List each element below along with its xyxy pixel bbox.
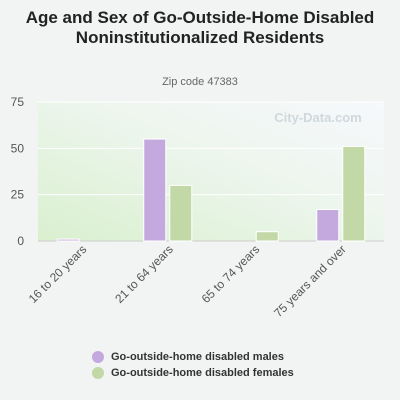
- legend: Go-outside-home disabled males Go-outsid…: [92, 349, 294, 381]
- y-tick-label: 50: [11, 141, 25, 155]
- bar-males-3[interactable]: [316, 208, 340, 242]
- x-tick-label: 65 to 74 years: [199, 242, 263, 306]
- bar-males-1[interactable]: [143, 138, 167, 242]
- y-tick-label: 75: [11, 95, 25, 109]
- x-tick-label: 75 years and over: [271, 242, 349, 320]
- bar-males-0[interactable]: [56, 238, 80, 242]
- legend-item-females: Go-outside-home disabled females: [92, 365, 294, 381]
- chart-subtitle: Zip code 47383: [162, 76, 238, 88]
- legend-label-males: Go-outside-home disabled males: [111, 351, 284, 363]
- legend-item-males: Go-outside-home disabled males: [92, 349, 294, 365]
- bar-females-2[interactable]: [255, 231, 279, 242]
- x-tick-label: 16 to 20 years: [26, 242, 90, 306]
- legend-swatch-females: [92, 367, 104, 379]
- x-tick-label: 21 to 64 years: [112, 242, 176, 306]
- legend-label-females: Go-outside-home disabled females: [111, 367, 294, 379]
- chart-title: Age and Sex of Go-Outside-Home Disabled …: [25, 8, 375, 47]
- bar-females-3[interactable]: [342, 145, 366, 242]
- legend-swatch-males: [92, 351, 104, 363]
- y-tick-label: 25: [11, 188, 25, 202]
- watermark: City-Data.com: [274, 110, 361, 125]
- bar-females-1[interactable]: [169, 184, 193, 242]
- y-tick-label: 0: [17, 234, 24, 248]
